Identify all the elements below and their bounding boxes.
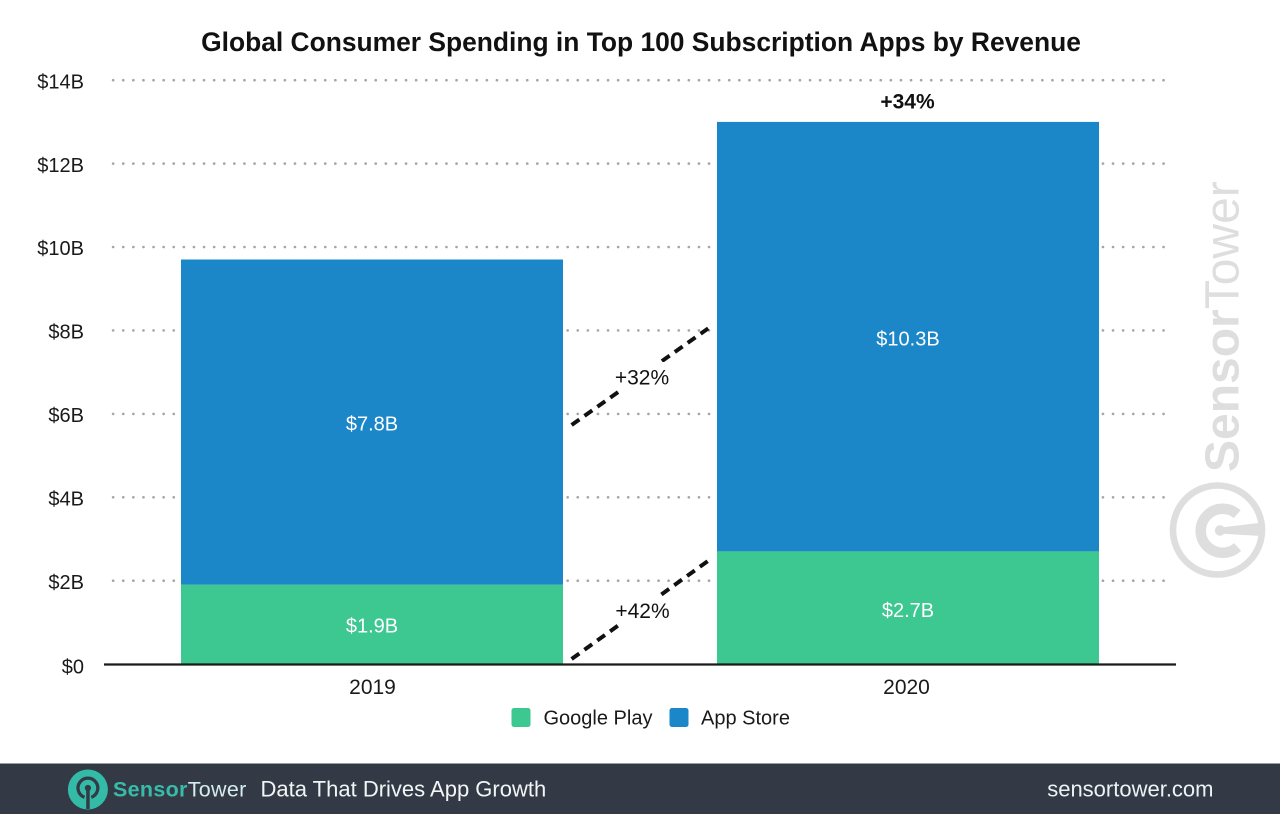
svg-text:2019: 2019	[349, 676, 396, 699]
svg-text:2020: 2020	[883, 676, 930, 699]
svg-text:App Store: App Store	[701, 708, 790, 730]
svg-text:$8B: $8B	[48, 322, 84, 344]
svg-text:$2.7B: $2.7B	[882, 600, 934, 622]
svg-text:sensortower.com: sensortower.com	[1047, 777, 1213, 802]
svg-text:$2B: $2B	[48, 572, 84, 594]
svg-text:+42%: +42%	[615, 600, 669, 623]
svg-text:+32%: +32%	[615, 367, 669, 390]
svg-text:SensorTower: SensorTower	[1197, 181, 1250, 472]
svg-text:$12B: $12B	[37, 155, 84, 177]
svg-text:$10.3B: $10.3B	[876, 329, 939, 351]
svg-text:Google Play: Google Play	[544, 708, 653, 730]
svg-text:$10B: $10B	[37, 238, 84, 260]
svg-text:$6B: $6B	[48, 405, 84, 427]
svg-text:+34%: +34%	[880, 91, 935, 114]
svg-text:$4B: $4B	[48, 489, 84, 511]
svg-text:Data That Drives App Growth: Data That Drives App Growth	[261, 777, 547, 802]
svg-text:$1.9B: $1.9B	[346, 616, 398, 638]
svg-text:$14B: $14B	[37, 71, 84, 93]
svg-text:$0: $0	[62, 656, 84, 678]
svg-text:$7.8B: $7.8B	[346, 414, 398, 436]
svg-text:SensorTower: SensorTower	[113, 778, 247, 802]
svg-text:Global Consumer Spending in To: Global Consumer Spending in Top 100 Subs…	[201, 27, 1081, 57]
